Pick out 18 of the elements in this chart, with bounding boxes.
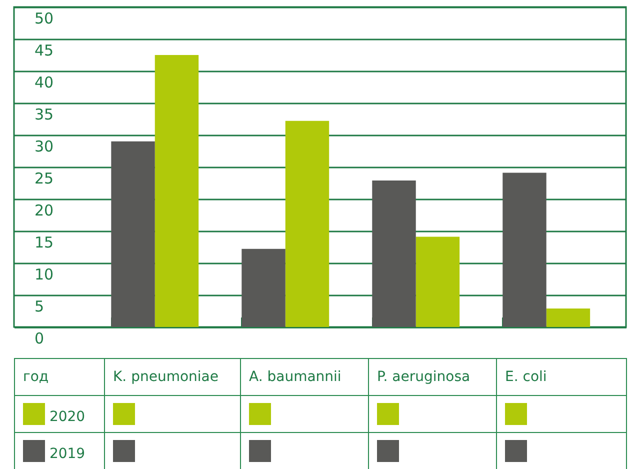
y-tick-label: 50 <box>34 10 54 28</box>
y-tick-label: 35 <box>34 106 54 124</box>
legend-title: год <box>14 358 104 396</box>
y-tick-label: 15 <box>34 234 54 252</box>
x-tick-label: E. coli <box>496 358 626 396</box>
y-tick-label: 20 <box>34 202 54 220</box>
x-tick-label: K. pneumoniae <box>104 358 240 396</box>
y-tick-label: 10 <box>34 266 54 284</box>
y-tick-label: 5 <box>34 298 44 316</box>
x-tick-label: P. aeruginosa <box>368 358 496 396</box>
y-tick-label: 30 <box>34 138 54 156</box>
y-tick-label: 25 <box>34 170 54 188</box>
y-tick-label: 40 <box>34 74 54 92</box>
y-tick-label: 0 <box>34 330 44 348</box>
y-tick-label: 45 <box>34 42 54 60</box>
legend-label: 2020 <box>48 409 86 425</box>
legend-label: 2019 <box>48 446 86 462</box>
x-tick-label: A. baumannii <box>240 358 368 396</box>
